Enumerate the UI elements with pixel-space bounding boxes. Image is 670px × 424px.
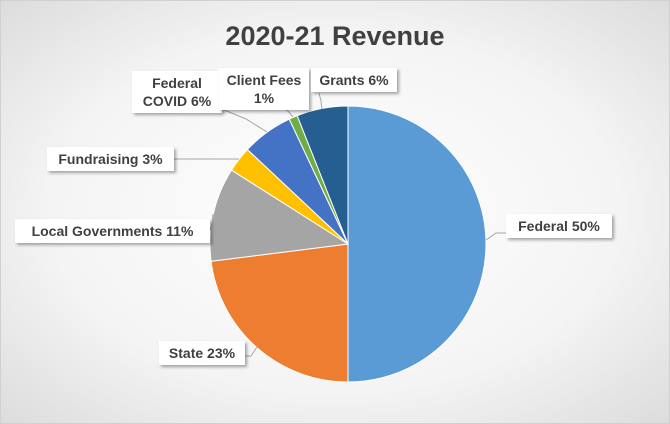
label-category: Client Fees (226, 72, 302, 88)
label-value: 23% (207, 345, 236, 361)
data-label: Client Fees 1% (219, 68, 309, 110)
data-label: State 23% (159, 341, 245, 365)
label-value: 11% (166, 223, 194, 239)
label-category: Federal COVID (142, 75, 202, 109)
label-category: Fundraising (58, 151, 139, 167)
leader-line (485, 232, 506, 241)
leader-line (209, 213, 214, 232)
label-category: Local Governments (31, 223, 163, 239)
data-label: Federal COVID 6% (132, 71, 222, 113)
leader-line (245, 346, 258, 357)
data-label: Federal 50% (506, 214, 612, 238)
chart-title: 2020-21 Revenue (225, 21, 445, 51)
label-value: 6% (191, 93, 212, 109)
pie-slice (209, 169, 350, 262)
pie-slice (347, 105, 487, 383)
label-value: 50% (571, 218, 600, 234)
data-label: Grants 6% (311, 68, 397, 92)
label-value: 1% (253, 90, 275, 106)
label-category: State (168, 345, 204, 361)
label-value: 3% (142, 151, 163, 167)
label-value: 6% (368, 72, 389, 88)
data-label: Local Governments 11% (15, 219, 210, 243)
label-category: Federal (518, 218, 568, 234)
leader-line (221, 108, 268, 133)
data-label: Fundraising 3% (47, 147, 174, 171)
leader-line (318, 92, 323, 110)
label-category: Grants (319, 72, 365, 88)
